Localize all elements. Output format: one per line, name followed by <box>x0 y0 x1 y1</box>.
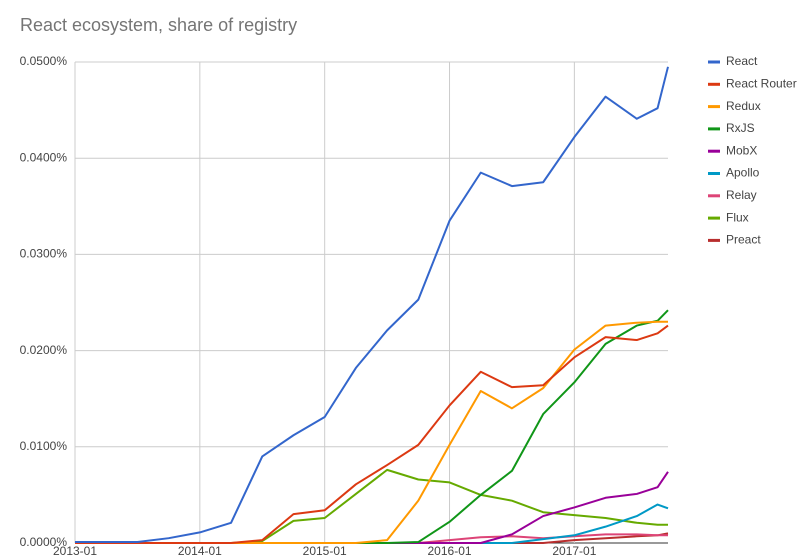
y-tick-label: 0.0300% <box>20 247 68 261</box>
y-tick-label: 0.0400% <box>20 150 68 164</box>
x-tick-label: 2013-01 <box>53 544 97 557</box>
y-tick-label: 0.0000% <box>20 535 68 549</box>
y-tick-label: 0.0500% <box>20 54 68 68</box>
legend-label: MobX <box>726 143 757 157</box>
legend-label: Redux <box>726 99 761 113</box>
line-series <box>75 66 669 544</box>
legend-label: React Router <box>726 76 797 90</box>
legend-label: Apollo <box>726 166 760 180</box>
legend-label: Preact <box>726 233 761 247</box>
chart-title: React ecosystem, share of registry <box>20 15 297 35</box>
legend-label: Relay <box>726 188 757 202</box>
y-tick-label: 0.0100% <box>20 439 68 453</box>
x-tick-label: 2015-01 <box>303 544 347 557</box>
legend-label: Flux <box>726 210 749 224</box>
x-tick-label: 2016-01 <box>428 544 472 557</box>
y-tick-label: 0.0200% <box>20 343 68 357</box>
line-series <box>75 324 669 544</box>
legend-label: RxJS <box>726 121 755 135</box>
x-tick-label: 2017-01 <box>552 544 596 557</box>
x-tick-label: 2014-01 <box>178 544 222 557</box>
line-series <box>75 503 669 544</box>
legend-label: React <box>726 54 758 68</box>
